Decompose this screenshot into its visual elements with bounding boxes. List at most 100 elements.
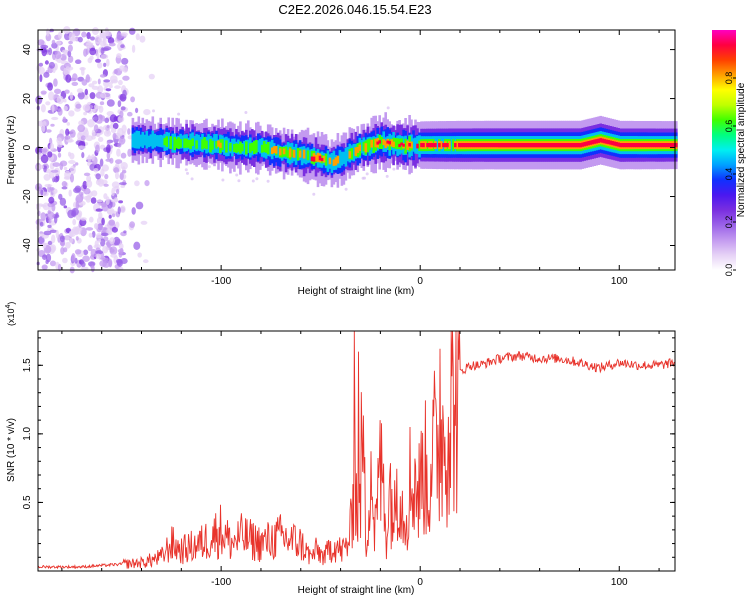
noise-speckle [74, 249, 82, 255]
noise-speckle [99, 158, 104, 167]
spectral-ridge-cell [643, 143, 646, 148]
spectral-ridge-cell [243, 140, 246, 155]
noise-speckle [120, 258, 128, 264]
noise-speckle [106, 140, 111, 145]
spectral-ridge-cell [555, 143, 559, 148]
spectral-ridge-cell [400, 142, 403, 146]
noise-speckle [104, 173, 109, 180]
spectral-ridge-cell [424, 141, 427, 149]
noise-speckle [116, 148, 121, 157]
spectral-ridge-cell [195, 140, 198, 149]
noise-speckle [96, 133, 101, 137]
noise-speckle [68, 160, 76, 164]
spectral-ridge-cell [617, 142, 620, 147]
spectral-ridge-cell [173, 136, 176, 151]
noise-speckle [103, 130, 112, 137]
spectral-ridge-cell [533, 143, 537, 148]
noise-speckle [39, 221, 44, 227]
noise-speckle [63, 98, 67, 103]
noise-speckle [51, 104, 55, 113]
spectral-ridge-cell [247, 139, 250, 154]
noise-speckle [59, 197, 67, 206]
noise-speckle [39, 74, 43, 83]
spectral-ridge-cell [322, 155, 326, 163]
spectral-ridge-cell [531, 143, 535, 148]
spectral-ridge-cell [215, 141, 218, 149]
noise-speckle [95, 173, 101, 180]
spectral-ridge-cell [259, 139, 262, 154]
snr-y-multiplier-exponent: 4 [5, 304, 12, 308]
spectral-ridge-cell [344, 148, 348, 167]
noise-speckle [93, 168, 99, 173]
spectral-ridge-cell [511, 143, 515, 148]
spectral-ridge-cell [266, 142, 270, 155]
noise-speckle [75, 162, 79, 166]
noise-speckle [43, 71, 50, 78]
noise-speckle [81, 79, 88, 86]
spectral-ridge-cell [501, 143, 505, 148]
noise-speckle [140, 220, 148, 225]
noise-speckle [244, 111, 248, 114]
noise-speckle [119, 172, 124, 181]
spectral-ridge-cell [675, 143, 678, 148]
noise-speckle [57, 31, 63, 39]
noise-speckle [80, 217, 87, 221]
noise-speckle [130, 96, 136, 103]
spectral-ridge-cell [571, 143, 575, 148]
spectral-ridge-cell [637, 143, 640, 148]
spectral-ridge-cell [137, 131, 141, 149]
noise-speckle [78, 120, 84, 126]
noise-speckle [83, 48, 88, 57]
x-tick-label: -100 [211, 577, 231, 588]
spectral-ridge-cell [382, 139, 385, 146]
colorbar-gradient [712, 30, 736, 270]
spectral-ridge-cell [318, 155, 322, 161]
noise-speckle [43, 230, 52, 236]
noise-speckle [64, 170, 71, 180]
spectral-ridge-cell [645, 143, 648, 148]
noise-speckle [48, 61, 56, 69]
noise-speckle [386, 106, 390, 110]
spectral-ridge-cell [462, 143, 465, 148]
noise-speckle [51, 234, 56, 244]
spectral-ridge-cell [669, 143, 672, 148]
spectrogram-x-ticks: -100 0 100 [61, 30, 660, 287]
noise-speckle [237, 179, 241, 183]
noise-speckle [82, 255, 90, 262]
noise-speckle [108, 214, 112, 219]
spectral-ridge-cell [420, 143, 423, 148]
spectral-ridge-cell [661, 143, 664, 148]
noise-speckle [115, 159, 123, 165]
spectral-ridge-cell [334, 157, 338, 166]
spectral-ridge-cell [217, 140, 220, 147]
spectral-ridge-cell [442, 143, 445, 148]
noise-speckle [37, 39, 45, 46]
spectral-ridge-cell [515, 143, 519, 148]
spectral-ridge-cell [374, 138, 377, 148]
noise-speckle [49, 244, 57, 253]
spectral-ridge-cell [288, 148, 292, 158]
spectral-ridge-cell [324, 153, 328, 166]
spectral-ridge-cell [430, 143, 433, 148]
noise-speckle [47, 211, 55, 220]
spectral-ridge-cell [557, 143, 561, 148]
noise-speckle [72, 218, 77, 226]
noise-speckle [101, 227, 108, 231]
snr-series [37, 330, 675, 570]
noise-speckle [108, 42, 116, 47]
spectral-ridge-cell [456, 141, 459, 150]
spectral-ridge-cell [448, 141, 451, 149]
spectral-ridge-cell [581, 142, 584, 147]
spectral-ridge-cell [629, 143, 632, 148]
noise-speckle [97, 78, 101, 85]
spectral-ridge-cell [398, 143, 401, 148]
noise-speckle [103, 183, 109, 187]
spectral-ridge-cell [438, 143, 441, 148]
spectral-ridge-cell [487, 143, 491, 148]
noise-speckle [53, 178, 59, 183]
spectral-ridge-cell [535, 143, 539, 148]
spectral-ridge-cell [667, 143, 670, 148]
spectral-ridge-cell [326, 150, 330, 172]
spectral-ridge-cell [272, 146, 276, 153]
spectral-ridge-cell [233, 144, 236, 152]
